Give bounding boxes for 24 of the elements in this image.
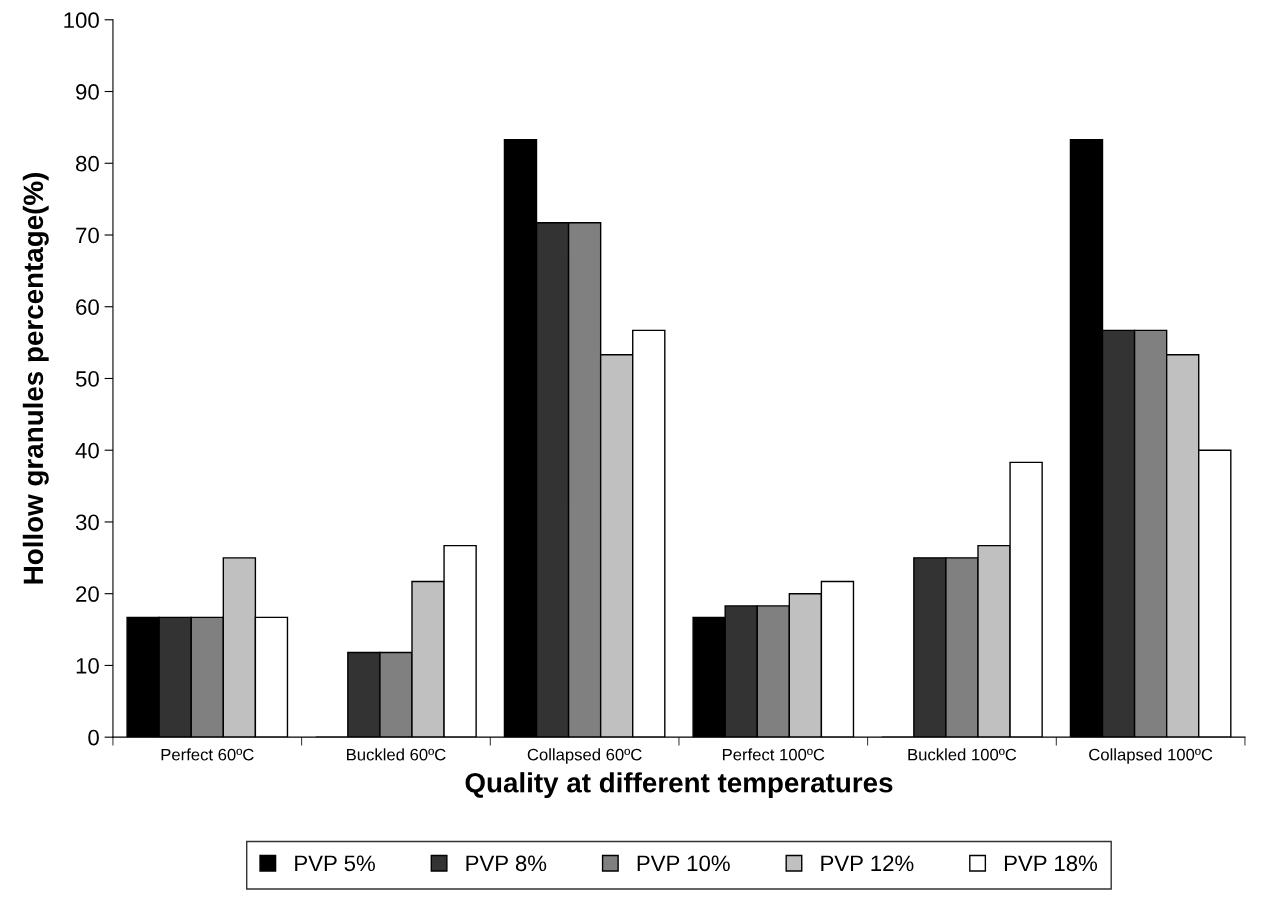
y-tick-label: 80 xyxy=(76,155,99,172)
legend-label: PVP 5% xyxy=(295,855,375,872)
legend-label: PVP 8% xyxy=(466,855,547,872)
y-tick-label: 50 xyxy=(75,371,99,387)
y-tick-label: 70 xyxy=(76,227,99,244)
x-tick-label: Buckled 100ºC xyxy=(908,748,1017,761)
legend-label: PVP 18% xyxy=(1004,855,1098,872)
x-tick-label: Perfect 60ºC xyxy=(161,748,254,761)
x-tick-label: Collapsed 100ºC xyxy=(1089,748,1213,764)
x-tick-label: Perfect 100ºC xyxy=(722,748,825,761)
x-tick-label: Buckled 60ºC xyxy=(347,748,446,761)
y-tick-label: 40 xyxy=(75,442,99,459)
y-tick-label: 60 xyxy=(76,299,99,316)
legend-label: PVP 10% xyxy=(637,855,730,872)
x-axis-title: Quality at different temperatures xyxy=(465,772,893,799)
y-axis-title: Hollow granules percentage(%) xyxy=(22,173,49,584)
y-tick-label: 30 xyxy=(75,514,99,531)
y-tick-label: 20 xyxy=(76,586,99,602)
legend-label: PVP 12% xyxy=(821,855,914,872)
y-tick-label: 90 xyxy=(76,84,99,100)
x-tick-label: Collapsed 60ºC xyxy=(527,748,642,764)
y-tick-label: 0 xyxy=(88,729,99,746)
y-tick-label: 10 xyxy=(76,657,99,674)
y-tick-label: 100 xyxy=(64,12,99,29)
